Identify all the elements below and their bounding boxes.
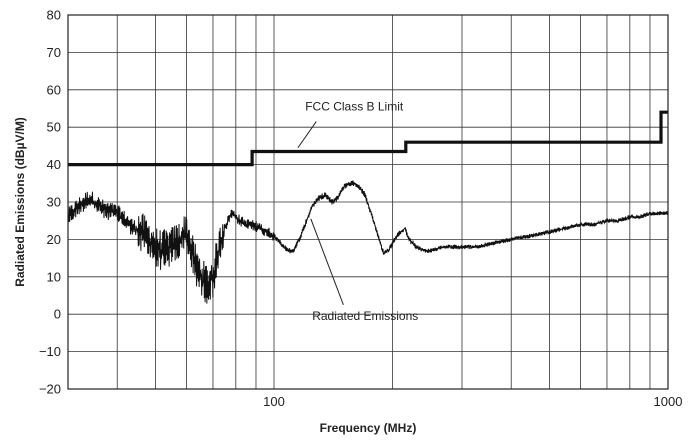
y-tick-label: 60 bbox=[47, 82, 61, 97]
y-tick-label: −10 bbox=[39, 344, 61, 359]
plot-frame bbox=[67, 14, 669, 390]
x-axis-label: Frequency (MHz) bbox=[320, 421, 417, 435]
series-layer bbox=[67, 110, 669, 304]
limit-annotation-label: FCC Class B Limit bbox=[305, 99, 404, 113]
emissions-leader-line bbox=[310, 218, 344, 306]
x-tick-labels: 100 1000 bbox=[263, 394, 682, 409]
y-tick-label: 10 bbox=[47, 269, 61, 284]
annotation-layer: FCC Class B Limit Radiated Emissions bbox=[297, 99, 418, 323]
x-tick-label: 100 bbox=[263, 394, 285, 409]
limit-leader-line bbox=[297, 121, 317, 149]
y-tick-label: −20 bbox=[39, 382, 61, 397]
grid-lines bbox=[67, 14, 668, 390]
y-tick-label: 50 bbox=[47, 120, 61, 135]
emissions-annotation-label: Radiated Emissions bbox=[312, 309, 418, 323]
series-radiated-emissions bbox=[67, 180, 669, 304]
y-tick-label: 30 bbox=[47, 195, 61, 210]
y-tick-label: 40 bbox=[47, 157, 61, 172]
y-tick-label: 80 bbox=[47, 8, 61, 23]
y-axis-label: Radiated Emissions (dBµV/M) bbox=[13, 117, 27, 287]
y-tick-label: 70 bbox=[47, 45, 61, 60]
y-tick-label: 0 bbox=[54, 307, 61, 322]
y-tick-label: 20 bbox=[47, 232, 61, 247]
series-fcc-class-b-limit bbox=[68, 110, 668, 167]
x-tick-label: 1000 bbox=[654, 394, 683, 409]
y-tick-labels: −20 −10 0 10 20 30 40 50 60 70 80 bbox=[39, 8, 61, 397]
